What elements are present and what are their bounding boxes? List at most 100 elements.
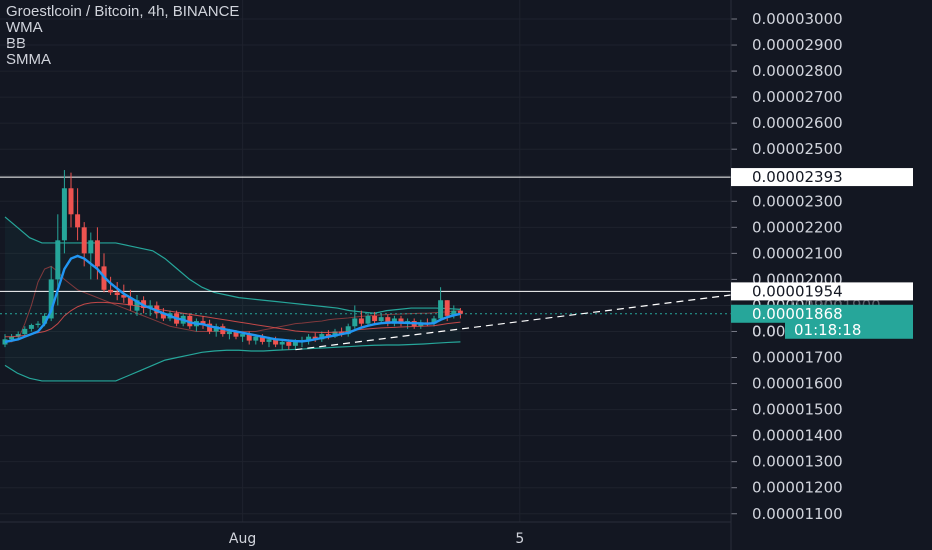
last-price-tag-label: 0.00001868 xyxy=(752,305,843,323)
candle-body xyxy=(200,321,206,324)
hline-price-tag-label: 0.00002393 xyxy=(752,168,843,186)
candle-body xyxy=(213,326,219,332)
candle-body xyxy=(81,227,87,254)
candle-body xyxy=(292,341,298,346)
candle-body xyxy=(246,334,252,341)
price-tags: 0.000019000.000023930.000019540.00001868… xyxy=(731,168,913,339)
candle-body xyxy=(391,318,397,324)
time-axis-label: Aug xyxy=(229,531,256,547)
candle-body xyxy=(385,317,391,324)
candle-body xyxy=(22,328,28,335)
candle-body xyxy=(438,300,444,319)
hline-price-tag-bg xyxy=(731,168,913,187)
last-price-tag-bg xyxy=(731,304,913,323)
candle-body xyxy=(48,279,54,319)
candle-body xyxy=(339,331,345,335)
candle-body xyxy=(398,318,404,324)
moving-averages xyxy=(4,254,461,344)
candle-body xyxy=(226,331,232,335)
bollinger-bands xyxy=(4,216,461,382)
bb-upper-line xyxy=(4,216,461,314)
candle-body xyxy=(88,240,94,254)
candle-body xyxy=(114,292,120,296)
hline-price-tag-bg xyxy=(731,282,913,301)
price-tick-label: 0.00002900 xyxy=(752,36,843,54)
price-tick-label: 0.00001500 xyxy=(752,401,843,419)
candle-body xyxy=(372,315,378,322)
candle-body xyxy=(134,300,140,311)
candle-body xyxy=(15,334,21,337)
candle-body xyxy=(127,297,133,306)
candle-body xyxy=(75,214,81,228)
price-tick-label: 0.00002200 xyxy=(752,218,843,236)
candle-body xyxy=(121,295,127,298)
candle-body xyxy=(68,188,74,215)
price-tick-label: 0.00001700 xyxy=(752,349,843,367)
price-axis[interactable]: 0.00003000 0.00002900 0.00002800 0.00002700… xyxy=(730,0,843,550)
candle-body xyxy=(319,334,325,340)
candle-body xyxy=(233,331,239,337)
candle-body xyxy=(61,188,67,241)
candle-body xyxy=(273,339,279,345)
price-tick-label: 0.00002800 xyxy=(752,62,843,80)
candle-body xyxy=(35,323,41,325)
smma-line xyxy=(5,301,461,338)
candle-body xyxy=(253,336,259,341)
candle-body xyxy=(42,315,48,324)
legend-title: Groestlcoin / Bitcoin, 4h, BINANCE xyxy=(6,3,240,20)
candle-body xyxy=(108,289,114,293)
price-tick-label: 0.00002300 xyxy=(752,192,843,210)
candle-body xyxy=(279,341,285,345)
candle-body xyxy=(378,317,384,322)
candle-body xyxy=(352,318,358,327)
chart-legend: Groestlcoin / Bitcoin, 4h, BINANCE WMA B… xyxy=(6,4,239,68)
candle-body xyxy=(431,318,437,324)
candle-body xyxy=(220,326,226,335)
candle-body xyxy=(286,341,292,346)
wma-line xyxy=(4,254,461,344)
price-tick-label: 0.00001600 xyxy=(752,375,843,393)
candle-body xyxy=(207,323,213,332)
candle-body xyxy=(9,336,15,340)
candle-body xyxy=(160,313,166,319)
price-tick-label: 0.00001300 xyxy=(752,453,843,471)
chart-grid xyxy=(0,0,731,522)
candle-body xyxy=(325,334,331,337)
candle-body xyxy=(28,324,34,329)
candle-body xyxy=(187,315,193,327)
legend-indicator-wma[interactable]: WMA xyxy=(6,19,43,36)
candle-body xyxy=(312,336,318,340)
time-axis[interactable]: Aug 5 xyxy=(0,521,731,547)
candle-body xyxy=(444,300,450,316)
candle-body xyxy=(365,315,371,324)
candle-body xyxy=(306,336,312,341)
legend-indicator-smma[interactable]: SMMA xyxy=(6,51,51,68)
price-tick-label-partial: 0.0 xyxy=(752,322,776,340)
candle-body xyxy=(266,339,272,342)
price-tick-label: 0.00001100 xyxy=(752,505,843,523)
candle-body xyxy=(240,334,246,337)
countdown-tag-label: 01:18:18 xyxy=(794,321,861,339)
price-tick-label: 0.00002100 xyxy=(752,244,843,262)
price-tick-label: 0.00001400 xyxy=(752,427,843,445)
candle-body xyxy=(259,336,265,342)
price-tick-label: 0.00002600 xyxy=(752,114,843,132)
price-tick-label: 0.00001200 xyxy=(752,479,843,497)
candle-body xyxy=(55,240,61,280)
bb-fill xyxy=(5,216,461,381)
countdown-tag-bg xyxy=(785,321,913,339)
candle-body xyxy=(345,326,351,335)
candle-body xyxy=(451,310,457,316)
trendline-layer xyxy=(295,294,732,351)
price-tick-label: 0.00002500 xyxy=(752,140,843,158)
hline-price-tag-label: 0.00001954 xyxy=(752,282,843,300)
price-tick-label: 0.00002700 xyxy=(752,88,843,106)
bb-lower-line xyxy=(4,341,461,382)
legend-indicator-bb[interactable]: BB xyxy=(6,35,27,52)
candle-body xyxy=(358,318,364,324)
candle-body xyxy=(147,305,153,309)
candle-body xyxy=(332,331,338,337)
price-tick-label: 0.00003000 xyxy=(752,10,843,28)
candle-body xyxy=(94,240,100,267)
